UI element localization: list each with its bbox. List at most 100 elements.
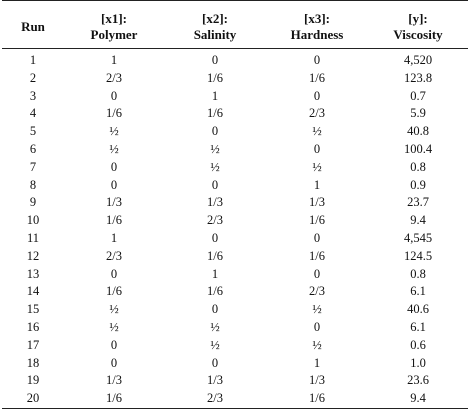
run-cell: 1 [29,53,37,67]
salinity-cell: 0 [211,355,219,370]
run-cell: 19 [26,373,40,388]
run-cell: 5 [29,124,37,139]
viscosity-cell: 4,520 [403,53,433,67]
polymer-cell: 1 [110,53,118,67]
table-row: 5 ½ 0 ½ 40.8 [2,123,468,141]
hardness-cell: 1/6 [266,390,368,409]
hardness-cell: 1/6 [309,213,325,228]
viscosity-cell: 9.4 [410,213,426,228]
polymer-cell: 0 [110,266,118,281]
polymer-cell: 0 [110,355,118,370]
polymer-cell: ½ [109,141,119,156]
table-row: 7 0 ½ ½ 0.8 [2,159,468,177]
viscosity-cell: 100.4 [403,141,433,156]
table-row: 2 2/3 1/6 1/6 123.8 [2,70,468,88]
table-row: 18 0 0 1 1.0 [2,355,468,373]
run-cell: 8 [29,177,37,192]
viscosity-cell: 0.8 [410,266,426,281]
hardness-cell: 1/6 [309,70,325,85]
table-header: Run [x1]: Polymer [x2]: Salinity [x3]: H… [2,6,468,49]
salinity-cell: ½ [210,337,220,352]
run-cell: 20 [2,390,64,409]
hardness-cell: ½ [312,337,322,352]
viscosity-cell: 23.6 [407,373,429,388]
hardness-cell: 0 [313,88,321,103]
viscosity-cell: 9.4 [368,390,468,409]
salinity-cell: 1/3 [207,195,223,210]
salinity-cell: 0 [211,230,219,245]
salinity-cell: 1 [211,88,219,103]
hardness-cell: ½ [312,302,322,317]
viscosity-cell: 5.9 [410,106,426,121]
header-polymer: [x1]: Polymer [64,6,164,49]
hardness-cell: 0 [313,266,321,281]
run-cell: 6 [29,141,37,156]
table-row: 4 1/6 1/6 2/3 5.9 [2,105,468,123]
table-top-rule [2,0,468,1]
hardness-cell: 1/3 [309,195,325,210]
hardness-cell: 1/6 [309,248,325,263]
run-cell: 4 [29,106,37,121]
polymer-cell: 1/3 [106,373,122,388]
run-cell: 10 [26,213,40,228]
salinity-cell: ½ [210,159,220,174]
table-row: 20 1/6 2/3 1/6 9.4 [2,390,468,409]
polymer-cell: 0 [110,159,118,174]
salinity-cell: 1/6 [207,106,223,121]
header-run: Run [2,6,64,49]
hardness-cell: 1/3 [309,373,325,388]
salinity-cell: 0 [211,302,219,317]
polymer-cell: 2/3 [106,70,122,85]
run-cell: 15 [26,302,40,317]
salinity-cell: 2/3 [164,390,266,409]
run-cell: 12 [26,248,40,263]
polymer-cell: 2/3 [106,248,122,263]
run-cell: 3 [29,88,37,103]
run-cell: 9 [29,195,37,210]
salinity-cell: 1/3 [207,373,223,388]
run-cell: 2 [29,70,37,85]
salinity-cell: 1/6 [207,248,223,263]
polymer-cell: 1/3 [106,195,122,210]
polymer-cell: 0 [110,177,118,192]
hardness-cell: 1 [313,355,321,370]
table-row: 13 0 1 0 0.8 [2,266,468,284]
hardness-cell: 2/3 [309,106,325,121]
viscosity-cell: 0.8 [410,159,426,174]
table-row: 17 0 ½ ½ 0.6 [2,337,468,355]
viscosity-cell: 40.8 [407,124,429,139]
table-row: 19 1/3 1/3 1/3 23.6 [2,372,468,390]
viscosity-cell: 123.8 [403,70,433,85]
run-cell: 11 [26,230,40,245]
table-row: 1 1 0 0 4,520 [2,49,468,70]
polymer-cell: 1/6 [106,106,122,121]
header-viscosity: [y]: Viscosity [368,6,468,49]
hardness-cell: 1 [313,177,321,192]
header-hardness: [x3]: Hardness [266,6,368,49]
run-cell: 7 [29,159,37,174]
run-cell: 14 [26,284,40,299]
viscosity-cell: 124.5 [403,248,433,263]
hardness-cell: 0 [313,53,321,67]
salinity-cell: 1 [211,266,219,281]
table-row: 16 ½ ½ 0 6.1 [2,319,468,337]
viscosity-cell: 4,545 [403,230,433,245]
salinity-cell: 0 [211,177,219,192]
run-cell: 17 [26,337,40,352]
table-row: 12 2/3 1/6 1/6 124.5 [2,248,468,266]
run-cell: 16 [26,319,40,334]
run-cell: 13 [26,266,40,281]
polymer-cell: ½ [109,124,119,139]
table-body: 1 1 0 0 4,520 2 2/3 1/6 1/6 123.8 3 0 1 0 0.7 4 1/6 1/6 2/… [2,49,468,409]
table-row: 6 ½ ½ 0 100.4 [2,141,468,159]
viscosity-cell: 0.9 [410,177,426,192]
table-row: 3 0 1 0 0.7 [2,88,468,106]
polymer-cell: ½ [109,319,119,334]
header-salinity: [x2]: Salinity [164,6,266,49]
viscosity-cell: 40.6 [407,302,429,317]
table-row: 11 1 0 0 4,545 [2,230,468,248]
viscosity-cell: 23.7 [407,195,429,210]
polymer-cell: 1/6 [106,284,122,299]
viscosity-cell: 6.1 [410,319,426,334]
table-row: 9 1/3 1/3 1/3 23.7 [2,194,468,212]
